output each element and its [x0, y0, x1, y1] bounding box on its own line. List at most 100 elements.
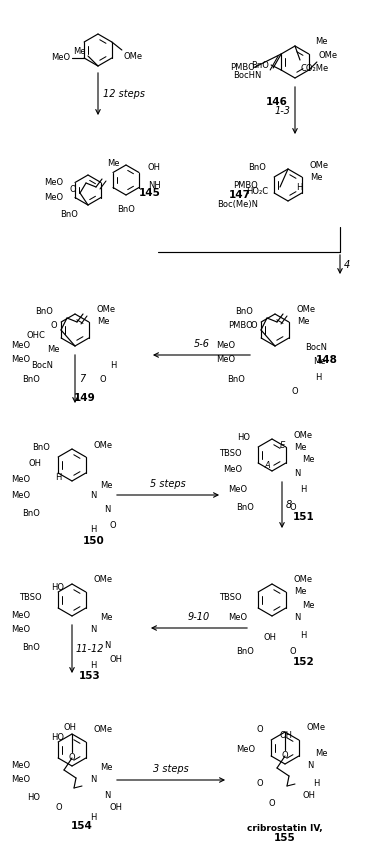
Text: O: O	[290, 502, 297, 512]
Text: OMe: OMe	[124, 52, 143, 61]
Text: Me: Me	[302, 600, 314, 610]
Text: Me: Me	[100, 613, 113, 623]
Text: 152: 152	[293, 657, 315, 667]
Text: O: O	[282, 752, 288, 760]
Text: N: N	[294, 613, 300, 623]
Text: Me: Me	[107, 158, 119, 167]
Text: O: O	[110, 520, 117, 529]
Text: H: H	[296, 183, 302, 191]
Text: OMe: OMe	[294, 576, 313, 585]
Text: BnO: BnO	[236, 648, 254, 656]
Text: Me: Me	[315, 748, 327, 758]
Text: OH: OH	[110, 656, 123, 664]
Text: N: N	[104, 791, 111, 799]
Text: Me: Me	[313, 358, 325, 366]
Text: OH: OH	[64, 723, 77, 733]
Text: Me: Me	[97, 318, 109, 326]
Text: H: H	[313, 779, 319, 787]
Text: O: O	[69, 753, 75, 762]
Text: OHC: OHC	[26, 331, 45, 339]
Text: 148: 148	[316, 355, 338, 365]
Text: OMe: OMe	[319, 51, 338, 60]
Text: 147: 147	[229, 190, 251, 200]
Text: BnO: BnO	[60, 210, 78, 219]
Text: N: N	[90, 625, 96, 635]
Text: O: O	[292, 387, 298, 397]
Text: MeO: MeO	[11, 475, 30, 484]
Text: cribrostatin IV,: cribrostatin IV,	[247, 824, 323, 832]
Text: PMBO: PMBO	[230, 62, 255, 72]
Text: MeO: MeO	[11, 490, 30, 500]
Text: 8: 8	[286, 500, 292, 510]
Text: OMe: OMe	[307, 723, 326, 733]
Text: MeO: MeO	[236, 746, 255, 754]
Text: OH: OH	[29, 458, 42, 468]
Text: MeO: MeO	[11, 625, 30, 635]
Text: BnO: BnO	[248, 163, 266, 171]
Text: 149: 149	[74, 393, 96, 403]
Text: Me: Me	[315, 37, 327, 47]
Text: BnO: BnO	[227, 376, 245, 385]
Text: BocHN: BocHN	[233, 72, 261, 81]
Text: MeO: MeO	[228, 613, 247, 623]
Text: OMe: OMe	[94, 576, 113, 585]
Text: MeO: MeO	[11, 356, 30, 365]
Text: NH: NH	[148, 180, 161, 190]
Text: 1-3: 1-3	[275, 106, 291, 115]
Text: H: H	[110, 360, 116, 370]
Text: BnO: BnO	[32, 443, 50, 451]
Text: O: O	[51, 321, 57, 331]
Text: 151: 151	[293, 512, 315, 522]
Text: Me: Me	[310, 172, 323, 182]
Text: BnO: BnO	[22, 376, 40, 385]
Text: BnO: BnO	[236, 502, 254, 512]
Text: MeO: MeO	[11, 611, 30, 619]
Text: O: O	[69, 184, 76, 193]
Text: 150: 150	[83, 536, 105, 546]
Text: N: N	[90, 775, 96, 785]
Text: OH: OH	[303, 792, 316, 800]
Text: O: O	[290, 648, 297, 656]
Text: BocN: BocN	[305, 344, 327, 352]
Text: OMe: OMe	[94, 726, 113, 734]
Text: TBSO: TBSO	[220, 593, 242, 603]
Text: Me: Me	[47, 346, 60, 354]
Text: 7: 7	[79, 374, 85, 384]
Text: MeO: MeO	[216, 340, 235, 350]
Text: MeO: MeO	[228, 486, 247, 494]
Text: BnO: BnO	[35, 307, 53, 316]
Text: Me: Me	[302, 456, 314, 464]
Text: H: H	[315, 373, 321, 383]
Text: Me: Me	[297, 318, 310, 326]
Text: OH: OH	[264, 634, 277, 643]
Text: H: H	[91, 526, 97, 534]
Text: N: N	[294, 469, 300, 477]
Text: 5 steps: 5 steps	[150, 479, 186, 489]
Text: 153: 153	[79, 671, 101, 681]
Text: 154: 154	[71, 821, 93, 831]
Text: Me: Me	[294, 587, 307, 597]
Text: Me: Me	[73, 48, 86, 56]
Text: H: H	[91, 661, 97, 669]
Text: OMe: OMe	[294, 430, 313, 440]
Text: PMBO: PMBO	[228, 321, 253, 331]
Text: MeO: MeO	[44, 193, 63, 202]
Text: MeO: MeO	[44, 178, 63, 187]
Text: O: O	[55, 804, 62, 812]
Text: OMe: OMe	[297, 306, 316, 314]
Text: O: O	[256, 726, 263, 734]
Text: MeO: MeO	[11, 775, 30, 785]
Text: TBSO: TBSO	[220, 449, 242, 457]
Text: HO: HO	[51, 734, 64, 742]
Text: H: H	[300, 486, 307, 494]
Text: BocN: BocN	[31, 360, 53, 370]
Text: HO: HO	[27, 793, 40, 803]
Text: OH: OH	[148, 164, 161, 172]
Text: 4: 4	[344, 260, 350, 269]
Text: OMe: OMe	[97, 306, 116, 314]
Text: O: O	[250, 321, 257, 331]
Text: OMe: OMe	[94, 441, 113, 449]
Text: O: O	[269, 798, 275, 807]
Text: Me: Me	[100, 764, 113, 772]
Text: MeO: MeO	[51, 54, 70, 62]
